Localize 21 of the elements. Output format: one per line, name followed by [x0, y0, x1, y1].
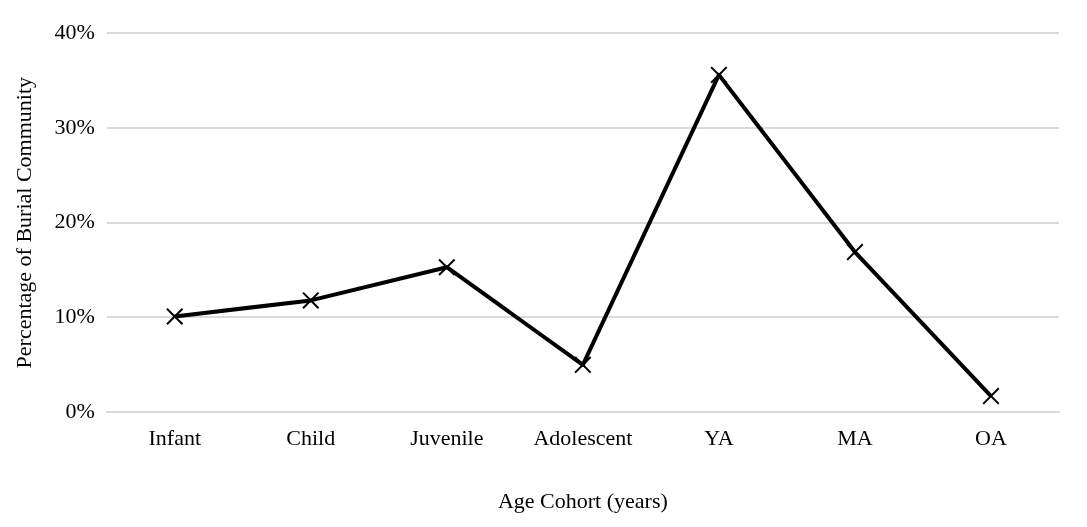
y-tick-label: 30%	[54, 113, 95, 139]
point	[982, 387, 1000, 405]
x-tick-label: OA	[975, 425, 1007, 451]
x-tick-label: Infant	[148, 425, 202, 451]
x-tick-label: MA	[837, 425, 873, 451]
point	[438, 258, 456, 277]
x-axis-title: Age Cohort (years)	[497, 487, 668, 513]
x-tick-label: YA	[704, 425, 734, 451]
y-axis-title: Percentage of Burial Community	[10, 76, 36, 369]
point	[165, 307, 184, 326]
x-tick-label: Child	[286, 425, 336, 451]
y-tick-label: 0%	[65, 397, 95, 423]
point	[710, 66, 728, 84]
y-tick-label: 10%	[54, 303, 95, 329]
point	[574, 356, 592, 374]
y-tick-label: 40%	[54, 18, 95, 44]
y-tick-label: 20%	[54, 208, 95, 234]
x-tick-label: Adolescent	[533, 425, 633, 451]
point	[302, 291, 320, 310]
x-tick-label: Juvenile	[410, 425, 484, 451]
point	[846, 243, 864, 261]
